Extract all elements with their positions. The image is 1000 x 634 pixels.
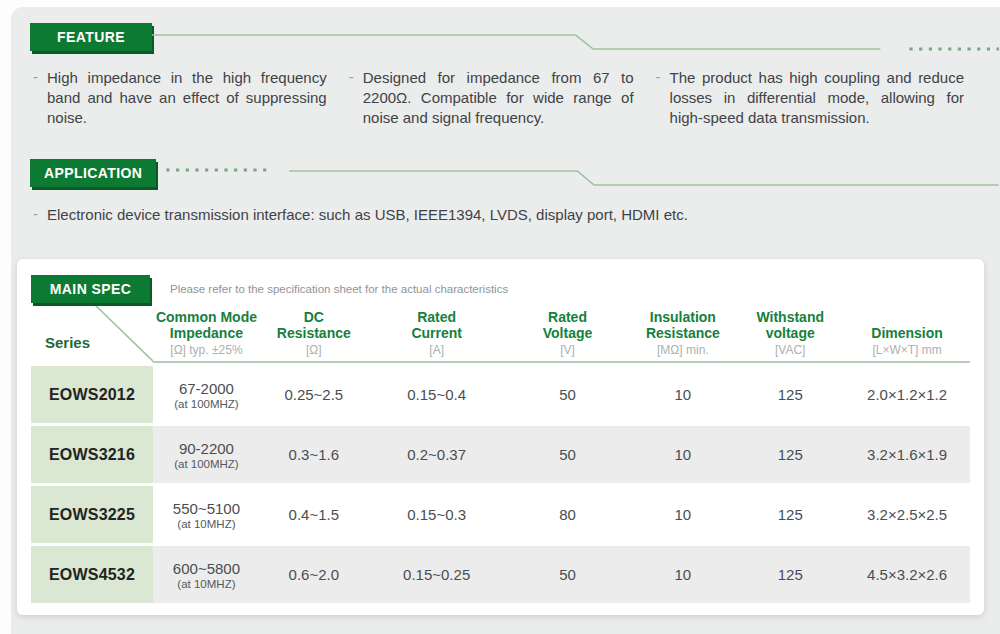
column-unit: [V] [560,343,575,357]
application-bullet: - Electronic device transmission interfa… [11,190,1000,225]
feature-decoration-line [152,22,1000,54]
spec-table-header: MAIN SPEC Series Please refer to the spe… [31,275,970,363]
application-decoration-line [156,158,1000,190]
dc-resistance-cell: 0.25~2.5 [260,366,368,423]
column-title: Resistance [277,325,351,341]
column-header-rated-voltage: Rated Voltage [V] [506,275,630,363]
series-cell: EOWS3225 [31,486,153,543]
column-title: Dimension [871,325,943,341]
column-title: Withstand [756,309,824,325]
feature-bullet-1: - High impedance in the high frequency b… [33,68,327,128]
rated-voltage-cell: 50 [506,546,630,603]
impedance-note: (at 100MHZ) [174,458,239,470]
feature-bullet-text: The product has high coupling and reduce… [670,68,964,128]
dimension-cell: 4.5×3.2×2.6 [844,546,970,603]
table-row: EOWS3225 550~5100 (at 10MHZ) 0.4~1.5 0.1… [31,486,970,543]
dimension-cell: 3.2×1.6×1.9 [844,426,970,483]
spec-note: Please refer to the specification sheet … [170,283,508,295]
column-title: Resistance [646,325,720,341]
main-spec-card: MAIN SPEC Series Please refer to the spe… [17,259,984,615]
bullet-dash: - [656,67,670,128]
series-column-header: Series [45,334,90,351]
bullet-dash: - [33,67,47,128]
column-unit: [VAC] [775,343,805,357]
column-title: Common Mode [156,309,257,325]
feature-bullet-3: - The product has high coupling and redu… [656,68,964,128]
impedance-value: 90-2200 [179,440,234,457]
rated-current-cell: 0.15~0.4 [368,366,506,423]
column-title: Voltage [543,325,593,341]
main-spec-badge: MAIN SPEC [31,275,150,303]
withstand-voltage-cell: 125 [736,486,844,543]
impedance-cell: 550~5100 (at 10MHZ) [153,486,260,543]
withstand-voltage-cell: 125 [736,366,844,423]
feature-section: FEATURE - High impedance in the high fre… [11,20,1000,128]
application-bullet-text: Electronic device transmission interface… [47,205,688,225]
column-unit: [MΩ] min. [657,343,709,357]
dc-resistance-cell: 0.6~2.0 [260,546,368,603]
impedance-value: 600~5800 [173,560,240,577]
feature-badge-row: FEATURE [11,20,1000,54]
application-section: APPLICATION - Electronic device transmis… [11,156,1000,225]
rated-current-cell: 0.15~0.25 [368,546,506,603]
series-cell: EOWS3216 [31,426,153,483]
impedance-note: (at 10MHZ) [177,578,235,590]
series-cell: EOWS4532 [31,546,153,603]
column-title: Impedance [170,325,243,341]
impedance-value: 67-2000 [179,380,234,397]
rated-current-cell: 0.15~0.3 [368,486,506,543]
table-row: EOWS3216 90-2200 (at 100MHZ) 0.3~1.6 0.2… [31,426,970,483]
column-unit: [L×W×T] mm [872,343,941,357]
rated-voltage-cell: 80 [506,486,630,543]
rated-current-cell: 0.2~0.37 [368,426,506,483]
application-badge: APPLICATION [30,159,156,187]
column-header-insulation-resistance: Insulation Resistance [MΩ] min. [629,275,736,363]
feature-bullet-text: Designed for impedance from 67 to 2200Ω.… [363,68,634,128]
impedance-value: 550~5100 [173,500,240,517]
impedance-cell: 90-2200 (at 100MHZ) [153,426,260,483]
insulation-resistance-cell: 10 [629,486,736,543]
column-title: Rated [417,309,456,325]
rated-voltage-cell: 50 [506,366,630,423]
series-header-cell: MAIN SPEC Series [31,275,153,363]
withstand-voltage-cell: 125 [736,426,844,483]
feature-bullet-text: High impedance in the high frequency ban… [47,68,327,128]
column-title: DC [304,309,324,325]
feature-bullet-list: - High impedance in the high frequency b… [11,54,1000,128]
impedance-note: (at 100MHZ) [174,398,239,410]
impedance-cell: 600~5800 (at 10MHZ) [153,546,260,603]
column-title: Insulation [650,309,716,325]
withstand-voltage-cell: 125 [736,546,844,603]
impedance-note: (at 10MHZ) [177,518,235,530]
column-header-withstand-voltage: Withstand voltage [VAC] [736,275,844,363]
bullet-dash: - [349,67,363,128]
column-title: Current [411,325,462,341]
insulation-resistance-cell: 10 [629,366,736,423]
application-badge-row: APPLICATION [11,156,1000,190]
dc-resistance-cell: 0.4~1.5 [260,486,368,543]
column-unit: [Ω] typ. ±25% [170,343,242,357]
table-row: EOWS2012 67-2000 (at 100MHZ) 0.25~2.5 0.… [31,366,970,423]
page-background: FEATURE - High impedance in the high fre… [11,7,1000,634]
column-title: Rated [548,309,587,325]
table-row: EOWS4532 600~5800 (at 10MHZ) 0.6~2.0 0.1… [31,546,970,603]
dimension-cell: 2.0×1.2×1.2 [844,366,970,423]
bullet-dash: - [33,204,47,225]
column-unit: [Ω] [306,343,322,357]
feature-badge: FEATURE [30,23,152,51]
insulation-resistance-cell: 10 [629,546,736,603]
rated-voltage-cell: 50 [506,426,630,483]
column-title: voltage [766,325,815,341]
feature-bullet-2: - Designed for impedance from 67 to 2200… [349,68,634,128]
column-header-dimension: Dimension [L×W×T] mm [844,275,970,363]
insulation-resistance-cell: 10 [629,426,736,483]
dimension-cell: 3.2×2.5×2.5 [844,486,970,543]
impedance-cell: 67-2000 (at 100MHZ) [153,366,260,423]
dc-resistance-cell: 0.3~1.6 [260,426,368,483]
series-cell: EOWS2012 [31,366,153,423]
column-unit: [A] [429,343,444,357]
